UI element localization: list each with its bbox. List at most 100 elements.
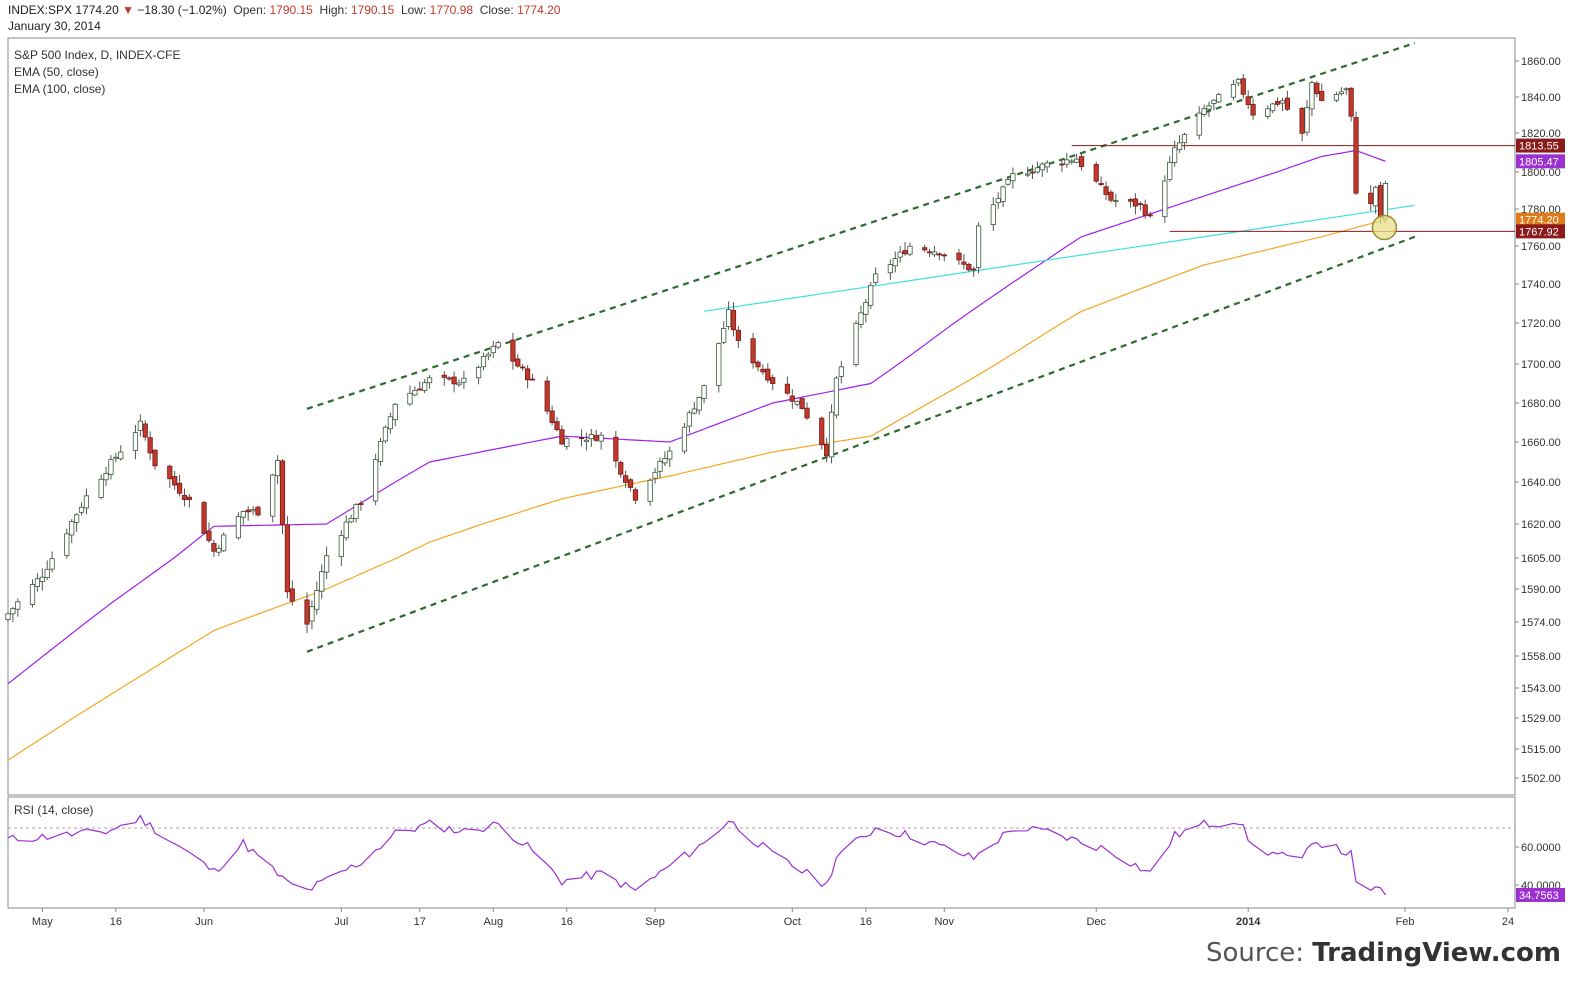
- candle: [1309, 80, 1315, 117]
- candle-body-up: [1343, 88, 1349, 91]
- price-label-box: [1516, 224, 1565, 239]
- ema100-path: [7, 219, 1386, 761]
- candle: [873, 267, 879, 286]
- candle: [1275, 97, 1281, 107]
- candle-body-up: [1216, 94, 1222, 103]
- candle-body-down: [1127, 199, 1134, 202]
- candle-body-up: [15, 601, 21, 610]
- candle-body-up: [725, 309, 732, 328]
- y-tick-label: 1860.00: [1521, 56, 1561, 68]
- candle: [765, 363, 771, 384]
- candle-body-down: [971, 268, 977, 271]
- candle: [1338, 87, 1344, 96]
- candle-body-down: [520, 366, 526, 369]
- candle-body-down: [1142, 204, 1148, 216]
- candle-body-down: [936, 253, 942, 256]
- candle: [804, 402, 810, 420]
- candle: [691, 402, 697, 415]
- candle: [245, 506, 251, 521]
- candle-body-up: [377, 440, 384, 462]
- candle: [799, 397, 805, 410]
- candle: [475, 365, 482, 385]
- price-label-text: 1774.20: [1519, 215, 1559, 227]
- x-tick-label: Nov: [934, 916, 954, 928]
- candle-body-down: [181, 495, 188, 500]
- candle: [598, 431, 604, 450]
- candle-body-up: [1373, 186, 1379, 207]
- candle: [618, 460, 624, 478]
- candle: [1299, 107, 1305, 142]
- candle: [897, 245, 903, 263]
- candle: [172, 470, 178, 491]
- candle: [142, 420, 148, 441]
- rsi-pane-border: [7, 796, 1516, 909]
- candle: [343, 515, 349, 541]
- candle: [686, 410, 692, 433]
- candle-body-up: [931, 251, 938, 256]
- candle: [1216, 92, 1222, 103]
- y-tick-label: 1502.00: [1521, 773, 1561, 785]
- candle-body-down: [750, 338, 756, 364]
- candle-body-up: [348, 518, 354, 523]
- candle-body-up: [583, 439, 590, 442]
- candle-body-up: [480, 356, 487, 368]
- candle-body-down: [172, 476, 178, 486]
- candle: [1230, 80, 1237, 101]
- candle: [549, 405, 555, 426]
- candle: [1074, 153, 1080, 164]
- candle-body-down: [147, 437, 153, 454]
- candle-body-down: [926, 251, 933, 254]
- down-arrow-icon: ▼: [122, 3, 134, 17]
- candle: [1245, 90, 1251, 110]
- candle-body-up: [1113, 200, 1119, 203]
- candle: [1304, 99, 1310, 136]
- rsi-line: [7, 814, 1386, 896]
- candle-body-up: [324, 555, 330, 573]
- candle: [206, 522, 212, 543]
- candle-body-up: [426, 377, 433, 384]
- candle-body-up: [716, 343, 722, 386]
- candle-body-down: [1348, 87, 1354, 117]
- candle: [1093, 161, 1099, 184]
- candle: [564, 436, 570, 450]
- candle: [892, 251, 898, 273]
- candle-body-down: [1275, 101, 1281, 105]
- high-value: 1790.15: [350, 3, 395, 17]
- candle: [1108, 190, 1114, 203]
- candle: [578, 429, 585, 447]
- candle-body-up: [343, 521, 349, 539]
- candle: [348, 514, 354, 524]
- y-tick-label: 1574.00: [1521, 617, 1561, 629]
- price-chart[interactable]: 1860.001840.001820.001800.001780.001760.…: [0, 0, 1575, 940]
- candle: [250, 506, 256, 516]
- candle-body-down: [279, 460, 286, 526]
- candle: [279, 458, 286, 535]
- candle: [863, 299, 869, 323]
- candle: [108, 455, 114, 480]
- candle-body-up: [701, 385, 707, 399]
- candle: [652, 467, 658, 484]
- candle: [83, 488, 90, 515]
- candle: [1201, 104, 1207, 117]
- candle: [69, 519, 75, 544]
- candle-body-up: [456, 382, 462, 386]
- candle: [446, 376, 452, 381]
- candle-body-down: [211, 543, 217, 552]
- candle: [221, 532, 227, 552]
- legend-entry: EMA (50, close): [14, 65, 99, 79]
- last-price: 1774.20: [75, 3, 119, 17]
- candle-body-up: [495, 342, 501, 348]
- candle: [1348, 87, 1354, 122]
- candle-body-up: [686, 412, 692, 427]
- candle: [1319, 83, 1325, 102]
- candle-body-down: [1093, 164, 1099, 182]
- price-label-text: 1805.47: [1519, 156, 1559, 168]
- candle-body-up: [216, 547, 222, 553]
- candle: [1206, 101, 1212, 117]
- channel-upper-line: [306, 41, 1416, 410]
- candle-body-up: [319, 571, 325, 592]
- candle: [936, 252, 942, 261]
- candle: [74, 513, 80, 532]
- candle-body-down: [902, 250, 908, 255]
- candle: [118, 445, 124, 461]
